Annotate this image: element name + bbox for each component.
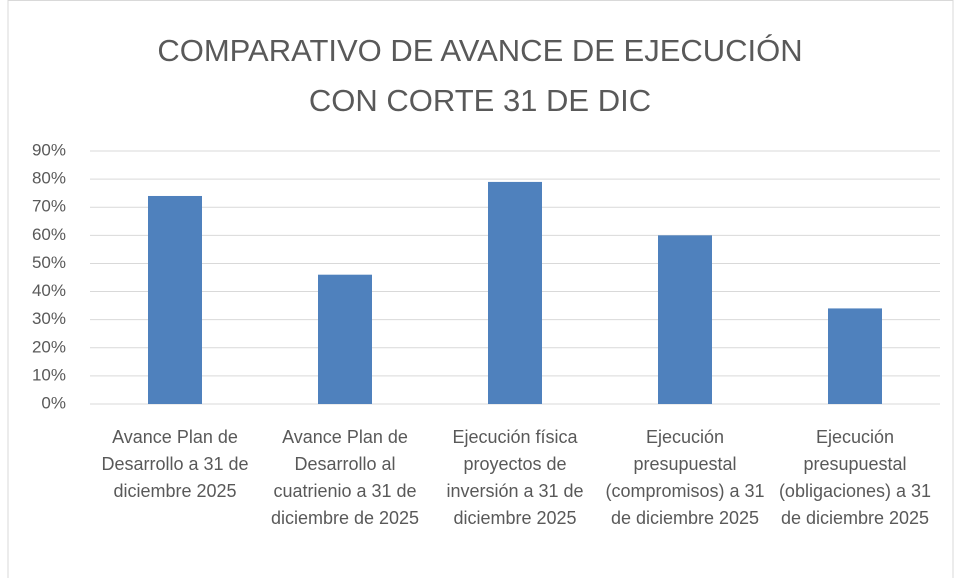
bar <box>488 181 542 404</box>
y-tick-label: 10% <box>32 365 66 384</box>
x-tick-label: Ejecución presupuestal (obligaciones) a … <box>778 427 932 528</box>
y-tick-label: 30% <box>32 309 66 328</box>
x-tick-label: Ejecución presupuestal (compromisos) a 3… <box>605 427 765 528</box>
y-tick-label: 80% <box>32 169 66 188</box>
chart-border <box>7 0 954 578</box>
bar <box>148 195 202 404</box>
x-tick-label: Avance Plan de Desarrollo a 31 de diciem… <box>101 427 249 501</box>
x-tick-label: Avance Plan de Desarrollo al cuatrienio … <box>270 427 420 528</box>
y-tick-label: 70% <box>32 197 66 216</box>
x-tick-label: Ejecución física proyectos de inversión … <box>446 427 584 528</box>
y-tick-label: 40% <box>32 281 66 300</box>
y-tick-label: 0% <box>41 393 66 412</box>
y-tick-label: 90% <box>32 140 66 159</box>
y-tick-label: 60% <box>32 225 66 244</box>
bar <box>658 235 712 404</box>
y-tick-label: 20% <box>32 337 66 356</box>
bar <box>828 308 882 404</box>
y-tick-label: 50% <box>32 253 66 272</box>
chart-title: COMPARATIVO DE AVANCE DE EJECUCIÓN CON C… <box>157 33 803 118</box>
bar <box>318 274 372 404</box>
